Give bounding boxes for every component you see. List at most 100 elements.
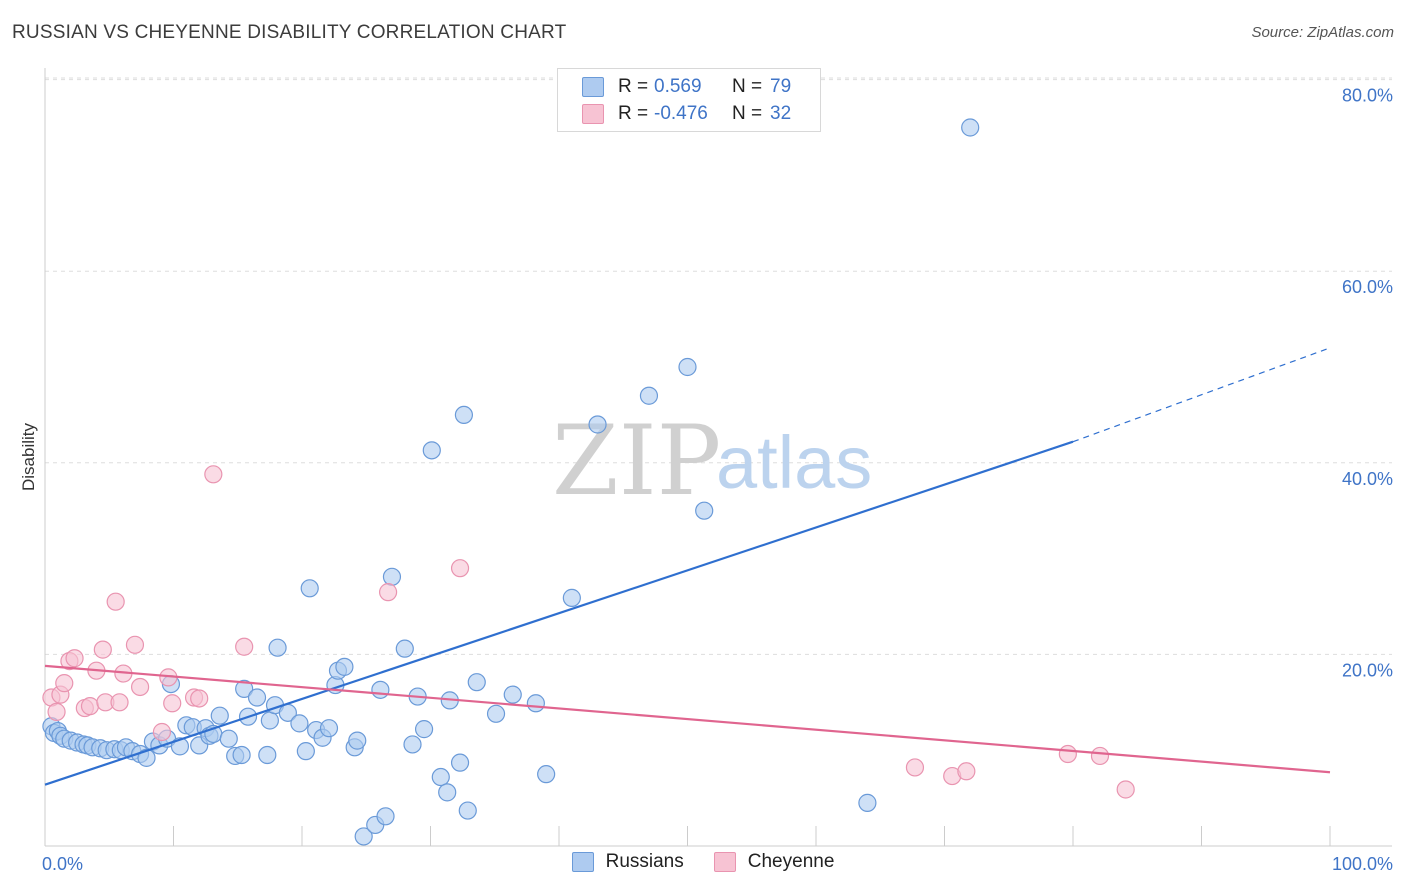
russians-point (348, 731, 367, 750)
axes (44, 68, 1392, 847)
russians-point (678, 357, 697, 377)
legend-n-label: N = (732, 103, 763, 124)
legend-item-cheyenne[interactable]: Cheyenne (713, 851, 835, 873)
legend-n-value: 32 (770, 103, 792, 124)
russians-point (526, 694, 545, 713)
y-tick-label: 80.0% (1342, 86, 1393, 106)
legend-row-cheyenne: R = -0.476 N = 32 (582, 102, 791, 126)
tick-labels: 20.0% 40.0% 60.0% 80.0% 0.0% 100.0% (42, 86, 1393, 874)
y-tick-label: 60.0% (1342, 277, 1393, 297)
cheyenne-point (163, 694, 182, 713)
russians-point (290, 714, 309, 733)
russians-point (588, 415, 607, 434)
russians-point (258, 745, 277, 765)
russians-point (414, 720, 434, 739)
cheyenne-point (80, 697, 100, 716)
watermark: ZIP atlas (552, 405, 872, 517)
cheyenne-point (235, 637, 254, 656)
y-tick-label: 40.0% (1342, 469, 1393, 489)
cheyenne-point (905, 758, 925, 777)
russians-point (219, 729, 238, 748)
russians-point (376, 807, 395, 826)
cheyenne-point (65, 649, 84, 668)
russians-point (137, 748, 156, 767)
russians-point (695, 501, 714, 520)
russians-point (300, 579, 319, 598)
legend-swatch-russians (582, 77, 604, 97)
russians-point (431, 767, 450, 787)
cheyenne-point (125, 635, 145, 654)
trend-line-russians-extension (1072, 347, 1331, 443)
russians-point (467, 673, 486, 692)
russians-point (335, 657, 354, 676)
russians-point (210, 706, 229, 725)
cheyenne-point (1090, 746, 1110, 766)
russians-point (260, 711, 279, 730)
trend-line-russians (44, 440, 1074, 786)
russians-point (232, 745, 251, 765)
chart-title: RUSSIAN VS CHEYENNE DISABILITY CORRELATI… (12, 22, 567, 43)
cheyenne-point (450, 559, 470, 578)
cheyenne-point (190, 689, 209, 708)
cheyenne-point (378, 583, 398, 602)
russians-point (235, 679, 254, 698)
grid (45, 77, 1392, 655)
cheyenne-point (1058, 744, 1077, 764)
cheyenne-point (106, 592, 125, 611)
legend-r-label: R = (618, 103, 649, 124)
cheyenne-point (130, 677, 150, 697)
legend-swatch-cheyenne (713, 852, 736, 872)
russians-point (382, 567, 402, 586)
russians-point (503, 685, 522, 704)
russians-point (450, 753, 470, 772)
legend-r-value: -0.476 (654, 103, 708, 124)
russians-point (454, 405, 474, 424)
russians-point (858, 793, 877, 812)
cheyenne-point (110, 693, 129, 712)
series-cheyenne (42, 465, 1135, 799)
x-tick-label: 100.0% (1332, 854, 1393, 874)
y-tick-label: 20.0% (1342, 660, 1393, 680)
x-tick-label: 0.0% (42, 854, 83, 874)
legend-label-russians: Russians (605, 851, 684, 872)
russians-point (268, 638, 287, 657)
legend-n-value: 79 (770, 76, 792, 97)
russians-point (296, 742, 315, 761)
cheyenne-point (204, 465, 223, 484)
cheyenne-point (47, 702, 66, 721)
cheyenne-point (152, 722, 172, 742)
cheyenne-point (93, 640, 112, 659)
russians-point (537, 765, 556, 784)
russians-point (395, 639, 414, 658)
russians-point (371, 680, 390, 699)
trend-lines (44, 347, 1331, 786)
watermark-atlas: atlas (716, 421, 872, 504)
cheyenne-point (1116, 780, 1135, 799)
watermark-zip: ZIP (552, 405, 721, 517)
legend-n-label: N = (732, 76, 763, 97)
russians-point (403, 735, 422, 754)
series-legend: Russians Cheyenne (0, 851, 1406, 873)
legend-r-value: 0.569 (654, 76, 702, 97)
legend-swatch-russians (571, 852, 594, 872)
correlation-legend: R = 0.569 N = 79 R = -0.476 N = 32 (557, 68, 821, 132)
russians-point (562, 588, 581, 607)
y-axis-label: Disability (19, 422, 38, 491)
legend-item-russians[interactable]: Russians (571, 851, 684, 873)
trend-line-cheyenne (44, 664, 1331, 774)
cheyenne-point (55, 674, 74, 693)
russians-point (422, 441, 441, 460)
russians-point (486, 704, 506, 723)
legend-row-russians: R = 0.569 N = 79 (582, 75, 791, 99)
cheyenne-point (957, 762, 976, 781)
russians-point (438, 783, 457, 802)
source-label: Source: ZipAtlas.com (1251, 24, 1394, 41)
russians-point (319, 719, 339, 738)
russians-point (354, 827, 373, 846)
legend-swatch-cheyenne (582, 104, 604, 124)
legend-label-cheyenne: Cheyenne (747, 851, 835, 872)
russians-point (458, 801, 477, 820)
russians-point (247, 688, 267, 707)
russians-point (639, 386, 659, 405)
